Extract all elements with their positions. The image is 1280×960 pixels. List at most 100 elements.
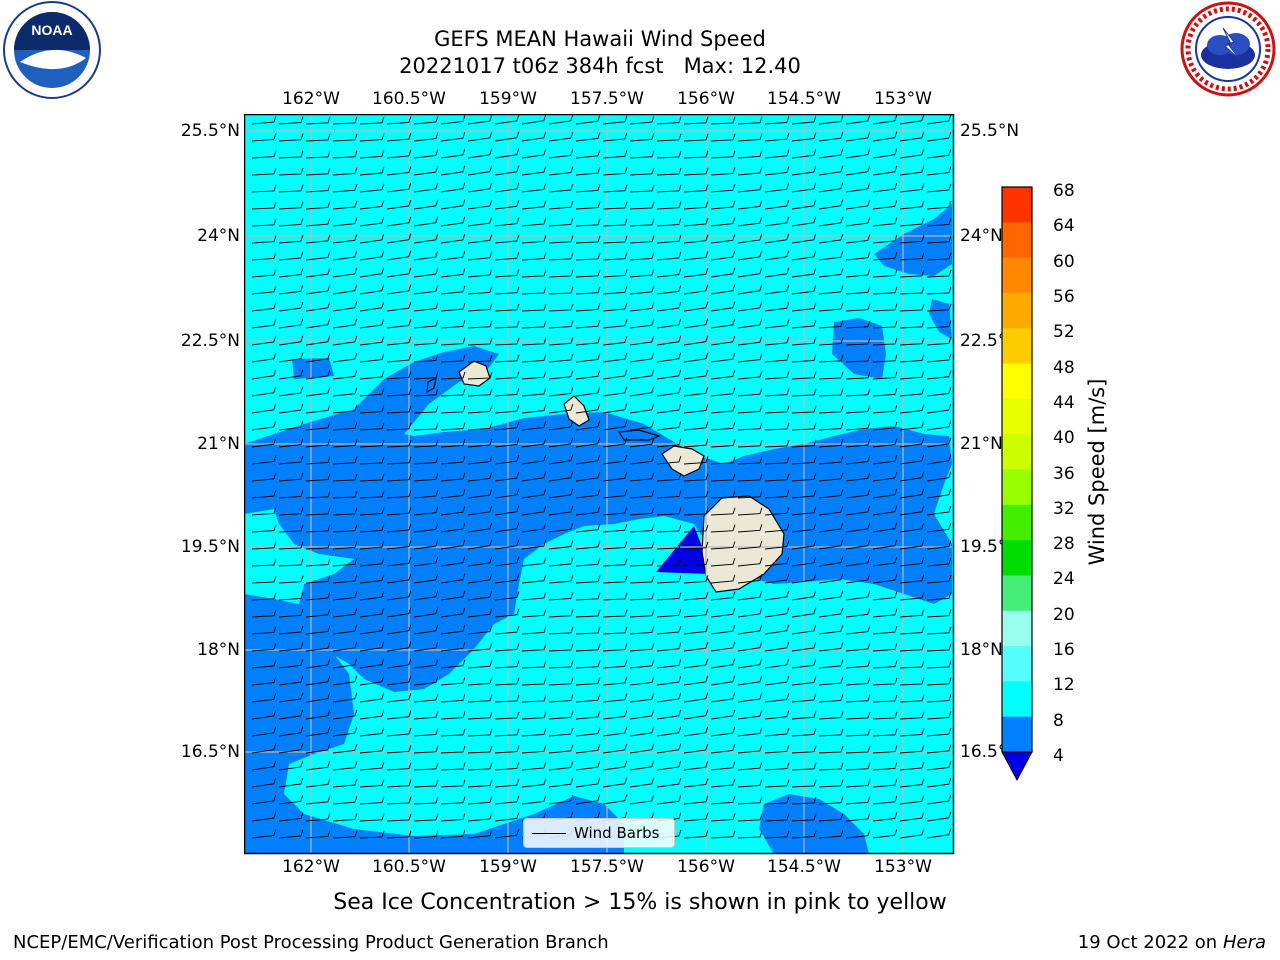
- wind-barb: [602, 252, 628, 261]
- wind-barb: [251, 115, 277, 125]
- wind-barb: [305, 133, 331, 142]
- wind-barb: [494, 114, 520, 125]
- wind-barb: [656, 116, 682, 125]
- wind-barb: [521, 745, 547, 754]
- wind-barb: [602, 660, 628, 669]
- wind-barb: [305, 284, 331, 295]
- wind-barb: [467, 320, 493, 329]
- wind-barb: [359, 267, 385, 278]
- wind-barb: [521, 131, 547, 142]
- wind-barb: [683, 541, 709, 550]
- wind-barb: [629, 472, 655, 482]
- wind-barb: [656, 795, 682, 805]
- wind-barb: [386, 166, 412, 176]
- wind-barb: [386, 284, 412, 295]
- wind-barb: [791, 216, 817, 227]
- wind-barb: [359, 388, 385, 397]
- wind-barb: [683, 830, 709, 839]
- wind-barb: [683, 675, 709, 686]
- wind-barb: [656, 726, 682, 737]
- wind-barb: [332, 404, 358, 414]
- wind-barb: [413, 473, 439, 482]
- wind-barb: [386, 779, 412, 788]
- wind-barb: [251, 472, 277, 482]
- wind-barb: [764, 710, 790, 720]
- wind-barb: [710, 234, 736, 244]
- wind-barb: [818, 337, 844, 346]
- wind-barb: [278, 455, 304, 465]
- wind-barb: [899, 795, 925, 805]
- wind-barb: [683, 625, 709, 635]
- wind-barb: [656, 541, 682, 550]
- wind-barb: [926, 437, 952, 448]
- wind-barb: [278, 743, 304, 754]
- colorbar-segment: [1002, 469, 1032, 506]
- wind-barb: [629, 133, 655, 142]
- wind-barb: [305, 167, 331, 176]
- wind-barb: [656, 301, 682, 312]
- wind-barb: [521, 114, 547, 125]
- wind-barb: [737, 607, 763, 618]
- wind-barb: [926, 778, 952, 788]
- wind-barb: [251, 352, 277, 363]
- wind-barb: [521, 522, 547, 533]
- wind-barb: [818, 796, 844, 805]
- wind-barb: [440, 320, 466, 329]
- wind-barb: [818, 439, 844, 448]
- wind-barb: [305, 116, 331, 125]
- wind-barb: [737, 422, 763, 431]
- wind-barb: [386, 641, 412, 652]
- wind-barb: [548, 337, 574, 346]
- wind-barb: [305, 234, 331, 244]
- wind-barb: [386, 693, 412, 703]
- wind-barb: [467, 405, 493, 414]
- wind-barb: [251, 489, 277, 499]
- wind-barb: [710, 744, 736, 754]
- wind-barb: [548, 660, 574, 669]
- wind-barb: [494, 778, 520, 788]
- wind-barb: [683, 234, 709, 244]
- wind-barb: [359, 710, 385, 720]
- wind-barb: [575, 643, 601, 652]
- wind-barb: [413, 728, 439, 737]
- wind-barb: [386, 523, 412, 533]
- wind-barb: [710, 387, 736, 397]
- wind-barb: [602, 710, 628, 720]
- wind-barb: [359, 439, 385, 448]
- wind-barb: [710, 675, 736, 686]
- wind-barb: [629, 609, 655, 618]
- wind-barb: [251, 829, 277, 839]
- colorbar-tick-label: 4: [1053, 746, 1064, 766]
- wind-barb: [521, 387, 547, 397]
- wind-barb: [305, 438, 331, 448]
- wind-barb: [602, 489, 628, 499]
- wind-barb: [629, 201, 655, 210]
- wind-barb: [359, 233, 385, 244]
- wind-barb: [359, 405, 385, 414]
- wind-barb: [791, 285, 817, 295]
- lon-label-top: 153°W: [874, 89, 932, 109]
- wind-barb: [305, 507, 331, 516]
- wind-barb: [737, 250, 763, 261]
- wind-barb: [440, 522, 466, 533]
- wind-barb: [251, 285, 277, 295]
- wind-barb: [332, 200, 358, 210]
- wind-barb: [791, 556, 817, 567]
- wind-barb: [413, 285, 439, 295]
- wind-barb: [656, 675, 682, 686]
- wind-barb: [791, 693, 817, 703]
- wind-barb: [845, 286, 871, 295]
- wind-barb: [494, 625, 520, 635]
- wind-barb: [818, 216, 844, 227]
- colorbar-segment: [1002, 292, 1032, 329]
- colorbar-segment: [1002, 187, 1032, 223]
- colorbar-tick-label: 24: [1053, 569, 1075, 590]
- wind-barb: [629, 352, 655, 363]
- wind-barb: [521, 660, 547, 669]
- wind-barb: [521, 454, 547, 465]
- wind-barb: [386, 116, 412, 125]
- wind-barb: [656, 455, 682, 465]
- wind-barb: [764, 796, 790, 805]
- wind-barb: [683, 575, 709, 584]
- wind-barb: [521, 354, 547, 363]
